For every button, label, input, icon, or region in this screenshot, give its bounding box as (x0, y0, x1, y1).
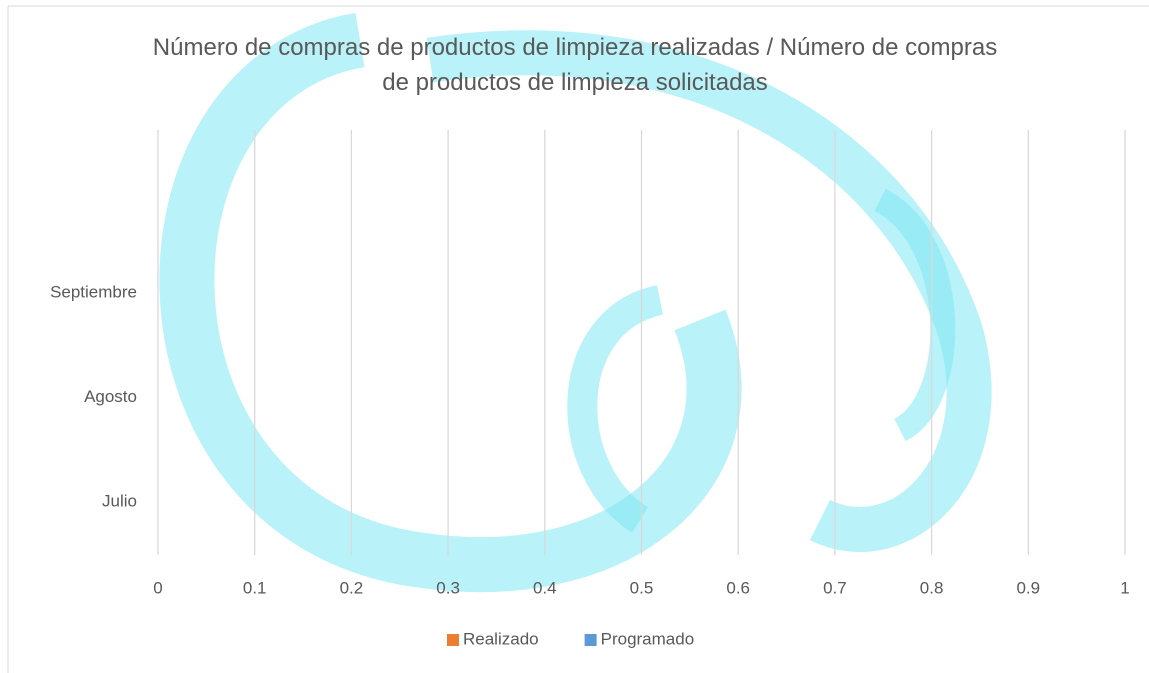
x-tick-label: 0.9 (1016, 578, 1040, 597)
watermark (159, 12, 992, 592)
x-tick-label: 0.8 (920, 578, 944, 597)
x-tick-label: 0 (153, 578, 162, 597)
x-tick-label: 0.1 (243, 578, 267, 597)
plot-area: 0 0.1 0.2 0.3 0.4 0.5 0.6 0.7 0.8 0.9 1 Julio Agosto… (50, 130, 1130, 648)
legend-swatch (447, 634, 459, 646)
x-tick-label: 0.4 (533, 578, 557, 597)
y-tick-label: Julio (102, 491, 137, 510)
chart-title: Número de compras de productos de limpie… (152, 34, 998, 96)
x-tick-label: 0.3 (436, 578, 460, 597)
x-tick-label: 1 (1120, 578, 1129, 597)
x-tick-label: 0.5 (630, 578, 654, 597)
x-tick-label: 0.2 (340, 578, 364, 597)
y-tick-label: Agosto (84, 387, 137, 406)
x-tick-label: 0.7 (823, 578, 847, 597)
legend-label: Programado (601, 629, 695, 648)
x-tick-label: 0.6 (726, 578, 750, 597)
y-tick-label: Septiembre (50, 283, 137, 302)
legend-label: Realizado (463, 629, 539, 648)
legend-swatch (584, 634, 597, 646)
